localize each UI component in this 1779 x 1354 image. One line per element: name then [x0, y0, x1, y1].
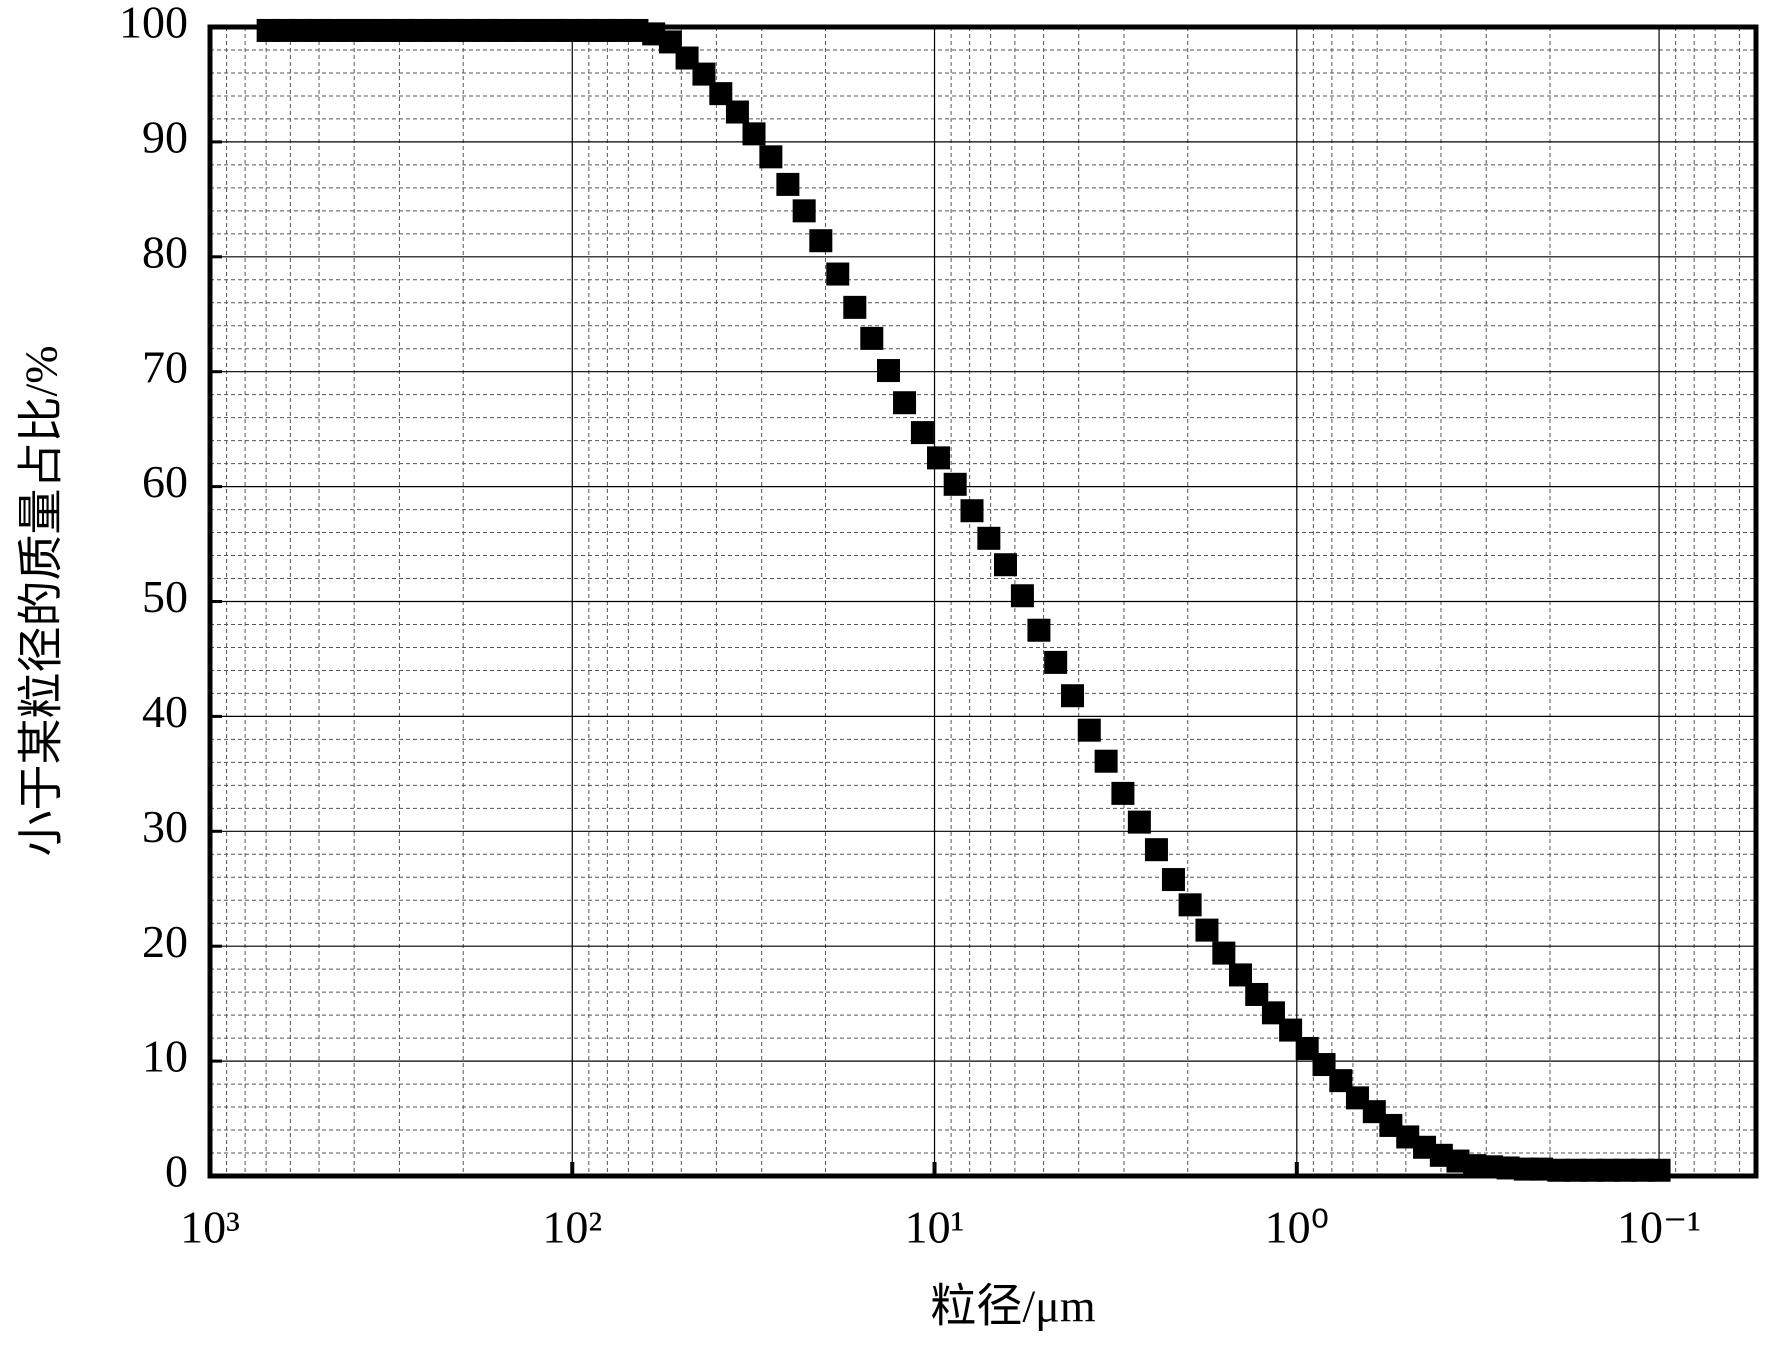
- data-point: [1279, 1018, 1303, 1042]
- y-tick-label: 50: [142, 571, 188, 622]
- data-point: [977, 526, 1001, 550]
- data-point: [1229, 963, 1253, 987]
- y-tick-label: 80: [142, 226, 188, 277]
- data-point: [1010, 584, 1034, 608]
- data-point: [1027, 618, 1051, 642]
- data-point: [1161, 868, 1185, 892]
- data-point: [910, 421, 934, 445]
- data-point: [1195, 918, 1219, 942]
- data-point: [960, 499, 984, 523]
- data-point: [893, 391, 917, 415]
- data-point: [792, 199, 816, 223]
- y-tick-label: 20: [142, 916, 188, 967]
- x-tick-label: 10⁰: [1265, 1202, 1329, 1253]
- data-point: [843, 295, 867, 319]
- data-point: [725, 100, 749, 124]
- data-point: [1178, 893, 1202, 917]
- data-point: [1127, 810, 1151, 834]
- data-point: [759, 145, 783, 169]
- data-point: [860, 326, 884, 350]
- data-point: [709, 82, 733, 106]
- data-point: [943, 472, 967, 496]
- data-point: [927, 446, 951, 470]
- y-tick-label: 40: [142, 686, 188, 737]
- y-tick-label: 30: [142, 801, 188, 852]
- data-point: [1044, 650, 1068, 674]
- x-axis-title: 粒径/μm: [930, 1281, 1095, 1332]
- y-axis-title: 小于某粒径的质量占比/%: [16, 345, 67, 856]
- grid-layer: [208, 25, 1756, 1178]
- data-point: [742, 122, 766, 146]
- data-point: [1212, 941, 1236, 965]
- data-point: [826, 262, 850, 286]
- data-point: [692, 62, 716, 86]
- y-tick-label: 100: [119, 0, 188, 48]
- y-tick-label: 90: [142, 111, 188, 162]
- data-point: [876, 359, 900, 383]
- y-tick-label: 70: [142, 341, 188, 392]
- y-tick-label: 60: [142, 456, 188, 507]
- data-point: [809, 229, 833, 253]
- x-tick-label: 10²: [542, 1202, 602, 1253]
- data-point: [1061, 684, 1085, 708]
- data-point: [1144, 838, 1168, 862]
- y-tick-label: 0: [165, 1146, 188, 1197]
- x-tick-label: 10¹: [905, 1202, 965, 1253]
- data-point: [1245, 982, 1269, 1006]
- y-tick-label: 10: [142, 1031, 188, 1082]
- data-point: [993, 553, 1017, 577]
- plot-frame: [207, 24, 1759, 1179]
- x-tick-label: 10⁻¹: [1617, 1202, 1701, 1253]
- data-point: [1094, 749, 1118, 773]
- data-point: [1077, 718, 1101, 742]
- x-tick-label: 10³: [180, 1202, 240, 1253]
- marks-layer: [256, 18, 1671, 1182]
- data-point: [1111, 781, 1135, 805]
- data-point: [776, 172, 800, 196]
